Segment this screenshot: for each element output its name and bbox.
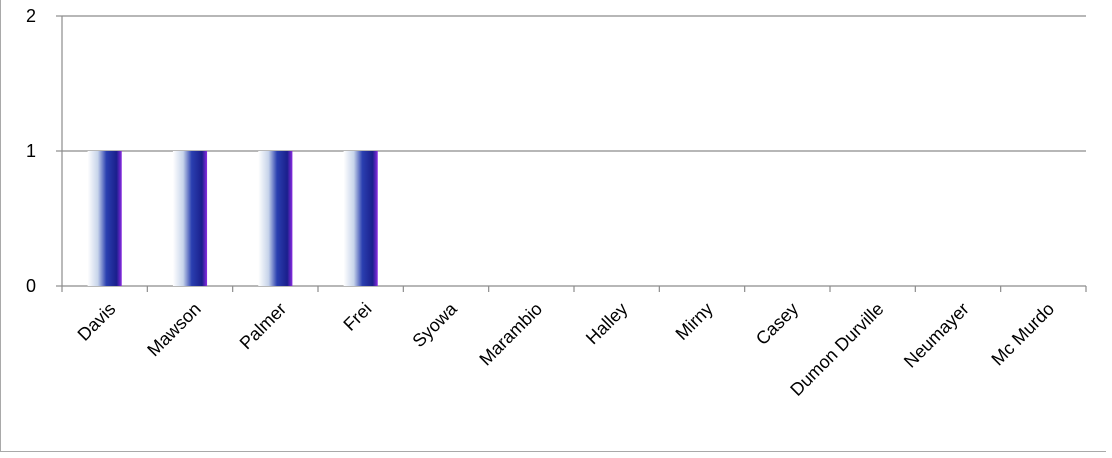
bars xyxy=(87,151,378,286)
x-tick-label-davis: Davis xyxy=(74,299,120,345)
x-tick-label-mc-murdo: Mc Murdo xyxy=(987,299,1058,370)
x-tick-labels: Davis Mawson Palmer Frei Syowa Marambio Halley… xyxy=(74,298,1059,400)
bar-davis xyxy=(87,151,122,286)
x-tick-label-frei: Frei xyxy=(339,299,375,335)
x-tick-label-marambio: Marambio xyxy=(475,299,546,370)
x-tick-label-dumon-durville: Dumon Durville xyxy=(786,299,887,400)
gridlines xyxy=(62,15,1086,152)
y-tick-labels: 0 1 2 xyxy=(26,6,36,296)
x-tick-label-halley: Halley xyxy=(582,299,632,349)
y-tick-label-0: 0 xyxy=(26,276,36,296)
x-tick-label-syowa: Syowa xyxy=(408,298,461,351)
y-tick-label-1: 1 xyxy=(26,141,36,161)
x-tick-label-mirny: Mirny xyxy=(672,299,717,344)
bar-mawson xyxy=(172,151,208,286)
bar-palmer xyxy=(258,151,293,286)
x-tick-label-neumayer: Neumayer xyxy=(900,299,973,372)
x-tick-label-mawson: Mawson xyxy=(143,299,205,361)
x-tick-label-palmer: Palmer xyxy=(236,299,290,353)
x-tick-label-casey: Casey xyxy=(752,299,802,349)
y-tick-label-2: 2 xyxy=(26,6,36,26)
bar-frei xyxy=(343,151,378,286)
axes xyxy=(56,15,1087,292)
